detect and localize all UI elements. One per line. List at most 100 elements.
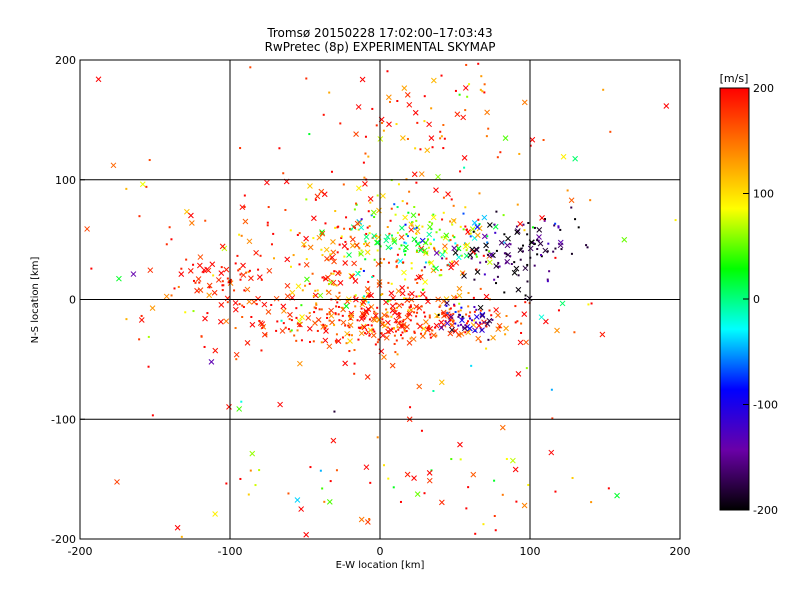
data-point [347, 324, 350, 327]
data-point [403, 297, 406, 300]
data-point [459, 458, 462, 461]
data-point-cross [443, 232, 450, 239]
data-point-cross [400, 135, 406, 141]
data-point [526, 280, 529, 283]
data-point [346, 248, 349, 251]
data-point [377, 338, 380, 341]
data-point [467, 291, 470, 294]
data-point-cross [371, 233, 377, 239]
data-point [258, 469, 261, 472]
data-point-cross [539, 215, 545, 221]
data-point [550, 388, 553, 391]
data-point [433, 247, 436, 250]
data-point-cross [226, 404, 232, 410]
data-point-cross [341, 243, 348, 249]
data-point [416, 121, 419, 124]
data-point-cross [208, 358, 215, 365]
data-point [204, 219, 207, 222]
data-point [434, 326, 437, 329]
data-point [363, 176, 366, 179]
data-point [447, 263, 450, 266]
data-point [369, 201, 372, 204]
data-point [414, 278, 417, 281]
data-point-cross [430, 267, 437, 274]
data-point-cross [329, 254, 336, 261]
x-tick-label: -100 [218, 545, 243, 558]
data-point [570, 206, 573, 209]
data-point [457, 248, 460, 251]
data-point-cross [420, 333, 426, 340]
data-point [527, 221, 530, 224]
data-point [339, 122, 342, 125]
data-point [509, 243, 512, 246]
data-point [406, 235, 409, 238]
data-point [226, 301, 229, 304]
data-point [524, 301, 527, 304]
data-point [413, 227, 416, 230]
data-point-cross [236, 406, 243, 412]
data-point [493, 278, 496, 281]
data-point [363, 295, 366, 298]
data-point [367, 210, 370, 213]
colorbar-tick-label: -100 [753, 399, 778, 412]
data-point [333, 270, 336, 273]
data-point [438, 251, 441, 254]
data-point [198, 281, 201, 284]
data-point-cross [307, 325, 313, 332]
data-point [470, 364, 473, 367]
data-point-cross [147, 267, 154, 274]
data-point-cross [248, 275, 254, 282]
data-point [355, 203, 358, 206]
data-point [390, 247, 393, 250]
data-point-cross [322, 337, 329, 344]
data-point-cross [426, 231, 433, 238]
data-point [265, 333, 268, 336]
chart-subtitle: RwPretec (8p) EXPERIMENTAL SKYMAP [265, 40, 496, 54]
data-point [326, 313, 329, 316]
data-point-cross [303, 235, 309, 242]
data-point [482, 254, 485, 257]
data-point [334, 313, 337, 316]
data-point [417, 242, 420, 245]
data-point-cross [354, 220, 361, 227]
data-point [380, 261, 383, 264]
data-point [607, 487, 610, 490]
data-point-cross [328, 312, 335, 319]
data-point [465, 313, 468, 316]
data-point [341, 336, 344, 339]
data-point [405, 330, 408, 333]
data-point [334, 312, 337, 315]
data-point [493, 515, 496, 518]
data-point-cross [138, 317, 145, 323]
data-point [421, 288, 424, 291]
data-point [309, 466, 312, 469]
data-point [348, 350, 351, 353]
data-point [409, 305, 412, 308]
data-point-cross [411, 236, 418, 243]
data-point-cross [409, 290, 415, 297]
data-point [478, 223, 481, 226]
data-point [436, 315, 439, 318]
data-point [456, 244, 459, 247]
data-point [533, 242, 536, 245]
data-point [443, 250, 446, 253]
data-point-cross [232, 300, 239, 306]
data-point [376, 306, 379, 309]
data-point [329, 480, 332, 483]
data-point-cross [256, 274, 263, 280]
data-point [526, 233, 529, 236]
data-point [424, 332, 427, 335]
data-point [405, 233, 408, 236]
data-point-cross [218, 318, 224, 325]
data-point-cross [461, 273, 467, 279]
data-point [409, 337, 412, 340]
data-point [335, 340, 338, 343]
data-point [460, 306, 463, 309]
data-point [343, 255, 346, 258]
data-point-cross [427, 224, 433, 230]
data-point-cross [326, 343, 333, 350]
data-point [454, 89, 457, 92]
data-point [440, 274, 443, 277]
data-point-cross [505, 235, 511, 242]
data-point [416, 322, 419, 325]
